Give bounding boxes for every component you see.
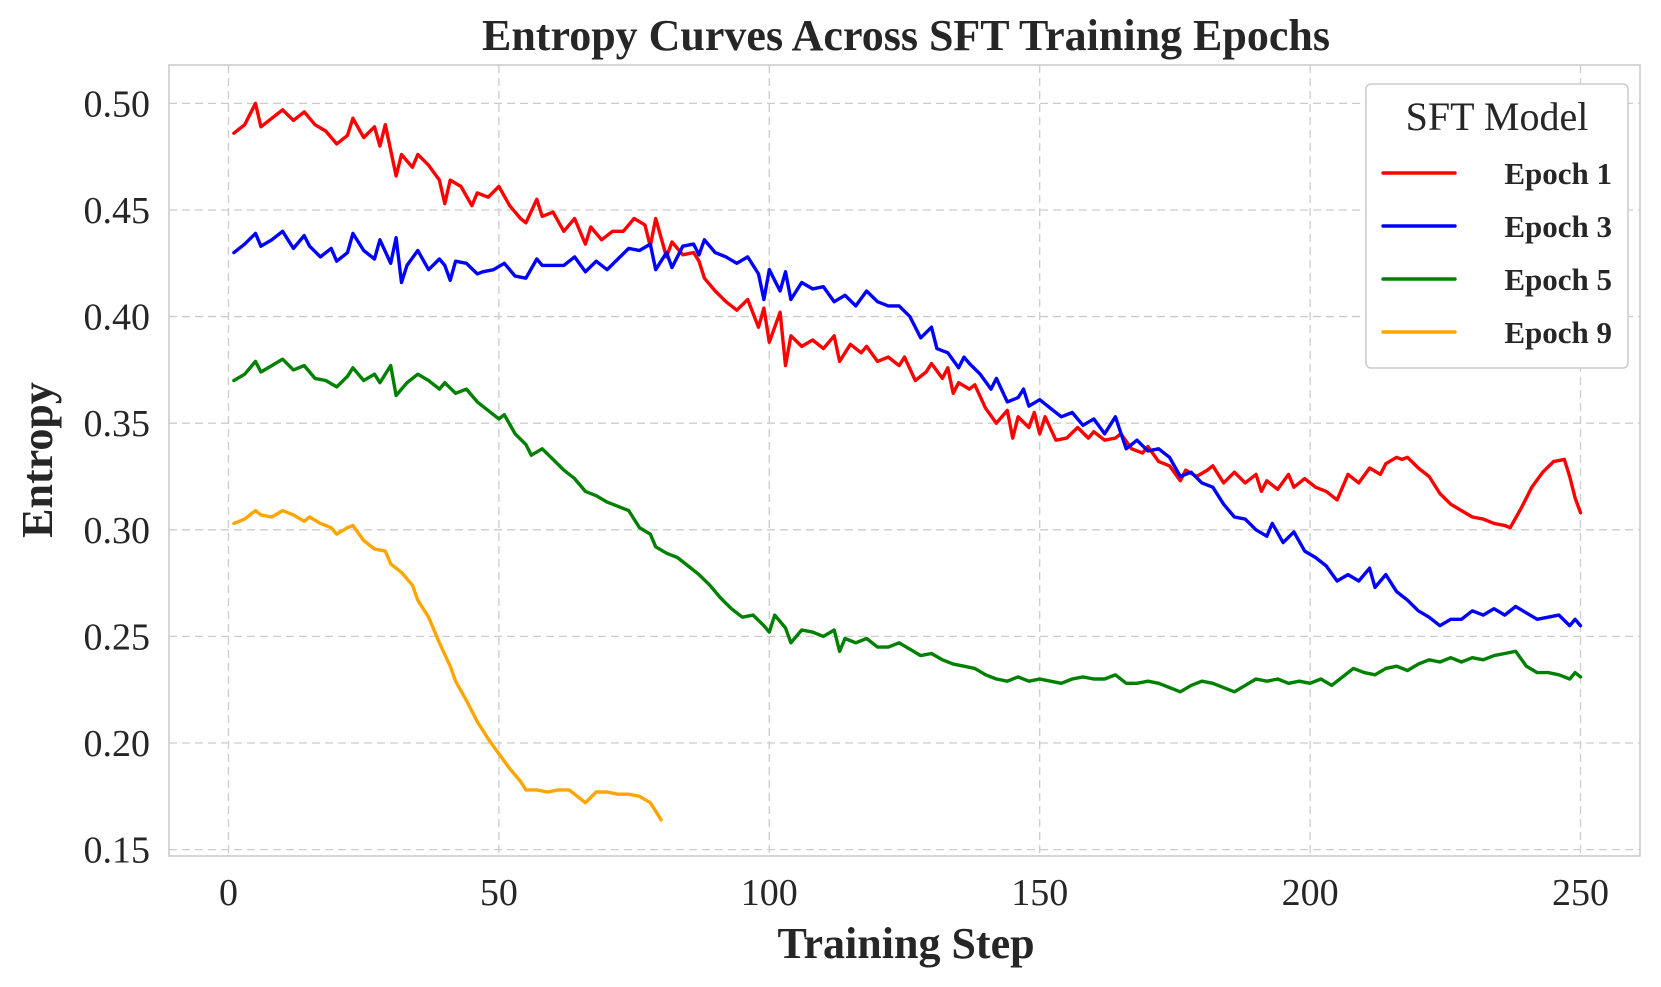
- chart-title: Entropy Curves Across SFT Training Epoch…: [482, 11, 1330, 60]
- x-tick-label: 200: [1282, 872, 1339, 914]
- series-layer: [232, 101, 1583, 822]
- series-line-epoch-3: [232, 229, 1583, 628]
- legend-label: Epoch 1: [1504, 156, 1612, 191]
- plot-frame: [168, 64, 1641, 857]
- legend-items: Epoch 1 Epoch 3 Epoch 5 Epoch 9: [1381, 156, 1612, 350]
- tick-labels: 0 50 100 150 200 250 0.15 0.20 0.25 0.30 0.35 0.40 0…: [84, 83, 1610, 914]
- y-tick-label: 0.40: [84, 297, 151, 339]
- x-tick-label: 100: [741, 872, 798, 914]
- legend-box: [1365, 83, 1629, 369]
- series-line-epoch-5: [232, 357, 1583, 694]
- y-tick-label: 0.15: [84, 830, 151, 872]
- legend: SFT Model Epoch 1 Epoch 3 Epoch 5 Epoch 9: [1365, 83, 1629, 369]
- x-tick-label: 0: [219, 872, 238, 914]
- legend-label: Epoch 9: [1504, 315, 1612, 350]
- y-tick-label: 0.45: [84, 190, 151, 232]
- y-tick-label: 0.20: [84, 723, 151, 765]
- legend-label: Epoch 5: [1504, 262, 1612, 297]
- series-line-epoch-1: [232, 101, 1583, 530]
- y-tick-label: 0.30: [84, 510, 151, 552]
- series-line-epoch-9: [232, 508, 663, 822]
- legend-title: SFT Model: [1406, 94, 1589, 139]
- x-axis-label: Training Step: [777, 919, 1034, 968]
- y-tick-label: 0.50: [84, 83, 151, 125]
- x-tick-label: 150: [1011, 872, 1068, 914]
- y-tick-label: 0.35: [84, 403, 151, 445]
- y-axis-label: Entropy: [13, 382, 62, 538]
- y-tick-label: 0.25: [84, 616, 151, 658]
- x-tick-label: 250: [1552, 872, 1609, 914]
- x-tick-label: 50: [480, 872, 518, 914]
- legend-label: Epoch 3: [1504, 209, 1612, 244]
- grid-layer: [169, 65, 1640, 856]
